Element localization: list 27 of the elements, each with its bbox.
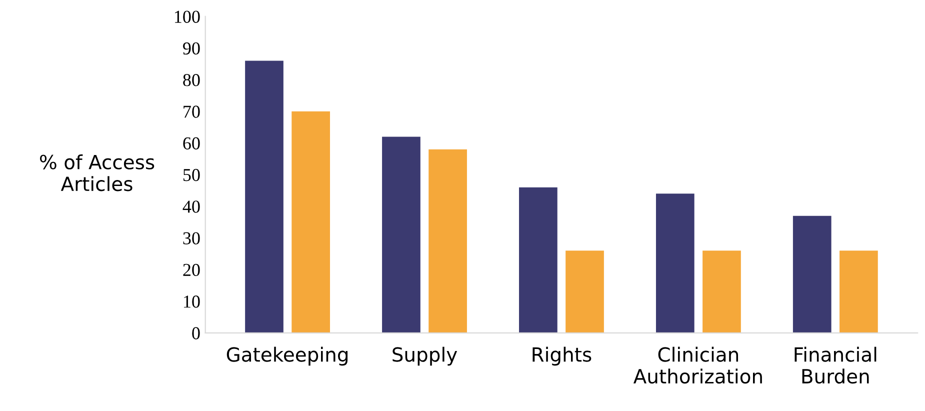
y-tick-label: 80 (183, 74, 200, 86)
bar (245, 60, 284, 333)
y-tick-label: 90 (183, 42, 200, 55)
y-tick-label: 40 (182, 200, 200, 213)
x-tick-label: Gatekeeping (226, 346, 348, 366)
y-tick-label: 30 (183, 232, 200, 244)
bar (840, 250, 878, 333)
x-tick-label: Clinician Authorization (633, 346, 762, 384)
bar (566, 250, 604, 333)
x-tick-label: Supply (392, 346, 458, 366)
bar (382, 136, 420, 333)
y-tick-label: 0 (192, 327, 200, 340)
y-tick-label: 60 (183, 137, 200, 150)
y-tick-label: 70 (184, 106, 200, 118)
bar (292, 111, 330, 333)
bar (428, 149, 467, 333)
bar (792, 216, 832, 333)
x-tick-label: Financial Burden (794, 346, 876, 384)
y-tick-label: 50 (183, 168, 200, 182)
bar (702, 250, 741, 333)
y-axis-title: % of Access Articles (40, 154, 154, 192)
bar (656, 194, 694, 333)
y-tick-label: 100 (174, 10, 200, 23)
y-tick-label: 20 (183, 264, 200, 276)
bar (519, 187, 558, 333)
x-tick-label: Rights (532, 346, 592, 366)
y-tick-label: 10 (184, 296, 200, 308)
